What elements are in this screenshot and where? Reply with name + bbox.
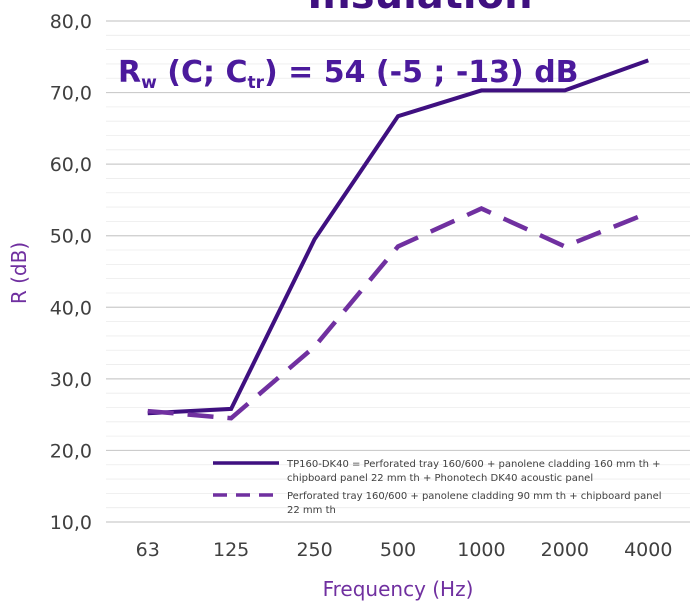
x-tick-label: 250 — [296, 539, 332, 561]
rating-close: ) = 54 (-5 ; -13) dB — [264, 55, 579, 90]
legend-label-series-1-line-2: chipboard panel 22 mm th + Phonotech DK4… — [287, 473, 593, 484]
y-tick-label: 70,0 — [50, 83, 92, 105]
y-tick-label: 80,0 — [50, 11, 92, 33]
x-tick-label: 2000 — [541, 539, 589, 561]
y-tick-label: 20,0 — [50, 440, 92, 462]
series-line-2 — [147, 206, 650, 421]
rating-open: (C; C — [157, 55, 248, 90]
legend-label-series-2-line-1: Perforated tray 160/600 + panolene cladd… — [287, 491, 662, 502]
rating-w-subscript: w — [141, 73, 157, 93]
y-tick-label: 30,0 — [50, 369, 92, 391]
series-line-1 — [147, 58, 649, 416]
legend-label-series-1-line-1: TP160-DK40 = Perforated tray 160/600 + p… — [286, 459, 661, 470]
series-lines — [147, 58, 650, 421]
y-tick-label: 50,0 — [50, 226, 92, 248]
x-tick-label: 4000 — [624, 539, 672, 561]
legend: TP160-DK40 = Perforated tray 160/600 + p… — [213, 459, 662, 516]
chart-title: Insulation — [307, 0, 532, 18]
x-tick-label: 1000 — [457, 539, 505, 561]
y-tick-label: 10,0 — [50, 512, 92, 534]
rating-prefix: R — [118, 55, 141, 90]
x-axis-title: Frequency (Hz) — [323, 577, 474, 601]
y-tick-label: 40,0 — [50, 297, 92, 319]
y-tick-label: 60,0 — [50, 154, 92, 176]
y-axis-ticks: 10,0 20,0 30,0 40,0 50,0 60,0 70,0 80,0 — [50, 11, 92, 534]
x-tick-label: 125 — [213, 539, 249, 561]
legend-label-series-2-line-2: 22 mm th — [287, 505, 336, 516]
rating-annotation: Rw (C; Ctr) = 54 (-5 ; -13) dB — [118, 55, 579, 93]
rating-tr-subscript: tr — [247, 73, 264, 93]
x-tick-label: 63 — [136, 539, 160, 561]
grid-lines — [106, 20, 690, 523]
x-tick-label: 500 — [380, 539, 416, 561]
y-axis-title: R (dB) — [7, 242, 31, 304]
x-axis-ticks: 63 125 250 500 1000 2000 4000 — [136, 539, 673, 561]
